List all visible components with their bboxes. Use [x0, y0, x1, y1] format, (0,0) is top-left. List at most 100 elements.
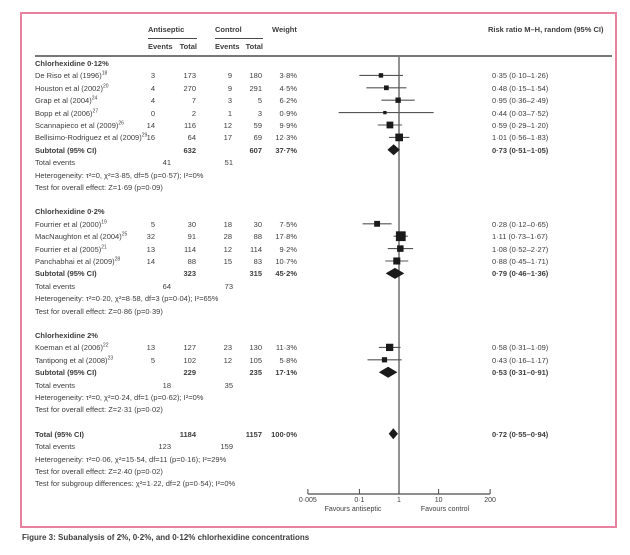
control-total: 59 [253, 121, 262, 130]
control-total: 69 [253, 133, 262, 143]
risk-ratio-text: 0·95 (0·36–2·49) [492, 96, 549, 106]
effect-square [397, 245, 404, 252]
weight-value: 17·8% [275, 232, 297, 242]
group-header-row: Chlorhexidine 2% [0, 331, 630, 342]
study-label: Koeman et al (2006)22 [35, 342, 109, 353]
subtotal-risk-ratio-text: 0·53 (0·31–0·91) [492, 368, 549, 378]
figure-caption: Figure 3: Subanalysis of 2%, 0·2%, and 0… [22, 533, 310, 542]
subtotal-diamond [385, 267, 405, 279]
study-label: Panchabhai et al (2009)28 [35, 256, 121, 266]
effect-square [385, 343, 394, 352]
weight-value: 0·9% [279, 108, 297, 118]
subtotal-row: Subtotal (95% CI) 632 607 37·7% 0·73 (0·51–1… [0, 146, 630, 157]
antiseptic-total: 88 [187, 257, 196, 266]
antiseptic-column-header: Antiseptic [148, 25, 185, 34]
effect-square [384, 85, 389, 91]
control-total: 105 [249, 355, 262, 365]
total-events-label: Total events [35, 281, 76, 291]
total-events-antiseptic: 123 [158, 442, 171, 452]
total-events-row: Total events 123 159 [0, 442, 630, 453]
overall-effect-row: Test for overall effect: Z=2·40 (p=0·02) [0, 467, 630, 478]
total-events-row: Total events 64 73 [0, 282, 630, 293]
risk-ratio-column-header: Risk ratio M–H, random (95% CI) [488, 25, 604, 34]
control-total: 3 [257, 108, 262, 118]
weight-value: 6·2% [279, 96, 297, 106]
antiseptic-events: 5 [150, 355, 155, 365]
effect-square [395, 231, 406, 242]
total-events-control: 159 [220, 442, 233, 452]
axis-tick-label: 200 [484, 497, 496, 504]
antiseptic-total: 127 [183, 343, 196, 353]
heterogeneity-text: Heterogeneity: τ²=0·06, χ²=15·54, df=11 … [35, 454, 227, 464]
study-label: Bellisimo-Rodriguez et al (2009)29 [35, 132, 148, 143]
study-row: Grap et al (2004)24 4 7 3 5 6·2% 0·95 (0·36–2·… [0, 96, 630, 107]
antiseptic-events: 5 [150, 219, 155, 229]
antiseptic-events: 32 [146, 232, 155, 242]
control-column-header: Control [215, 25, 242, 34]
overall-effect-text: Test for overall effect: Z=0·86 (p=0·39) [35, 306, 163, 316]
control-total: 83 [253, 257, 262, 266]
subtotal-diamond [378, 366, 398, 378]
subtotal-weight: 45·2% [275, 269, 297, 279]
antiseptic-total: 64 [187, 133, 196, 143]
control-events: 9 [227, 71, 232, 81]
risk-ratio-text: 0·58 (0·31–1·09) [492, 343, 549, 353]
effect-square [383, 110, 387, 115]
total-events-label: Total events [35, 158, 76, 168]
control-events: 28 [223, 232, 232, 242]
risk-ratio-text: 0·59 (0·29–1·20) [492, 121, 549, 130]
study-label: Scannapieco et al (2009)26 [35, 120, 124, 130]
total-label: Total (95% CI) [35, 429, 85, 439]
antiseptic-total: 173 [183, 71, 196, 81]
effect-square [374, 220, 381, 227]
risk-ratio-text: 0·48 (0·15–1·54) [492, 83, 549, 93]
total-events-control: 35 [224, 380, 233, 390]
subtotal-antiseptic-total: 229 [183, 368, 196, 378]
study-row: Koeman et al (2006)22 13 127 23 130 11·3% 0·58… [0, 343, 630, 354]
antiseptic-events: 14 [146, 121, 155, 130]
control-total: 291 [249, 83, 262, 93]
subtotal-diamond [387, 144, 400, 156]
figure-border [20, 12, 617, 528]
antiseptic-total: 102 [183, 355, 196, 365]
antiseptic-events-header: Events [148, 42, 173, 51]
study-label: MacNaughton et al (2004)25 [35, 231, 128, 242]
risk-ratio-text: 0·28 (0·12–0·65) [492, 219, 549, 229]
effect-square [378, 73, 384, 78]
control-total: 180 [249, 71, 262, 81]
antiseptic-total-header: Total [179, 42, 197, 51]
group-header-row: Chlorhexidine 0·12% [0, 59, 630, 70]
antiseptic-total: 91 [187, 232, 196, 242]
antiseptic-events: 0 [150, 108, 155, 118]
reference-superscript: 21 [101, 244, 107, 251]
antiseptic-events: 13 [146, 343, 155, 353]
subgroup-differences-text: Test for subgroup differences: χ²=1·22, … [35, 479, 236, 489]
study-row: Bellisimo-Rodriguez et al (2009)29 16 64 17… [0, 133, 630, 144]
total-events-antiseptic: 41 [162, 158, 171, 168]
study-row: Panchabhai et al (2009)28 14 88 15 83 10·7% 0·… [0, 257, 630, 268]
subtotal-antiseptic-total: 632 [183, 145, 196, 155]
overall-effect-row: Test for overall effect: Z=2·31 (p=0·02) [0, 405, 630, 416]
total-diamond [388, 428, 398, 440]
study-row: Fourrier et al (2005)21 13 114 12 114 9·2% 1·0… [0, 245, 630, 256]
antiseptic-total: 116 [184, 121, 196, 130]
total-events-antiseptic: 64 [162, 281, 171, 291]
reference-superscript: 18 [101, 70, 108, 77]
risk-ratio-text: 1·11 (0·73–1·67) [492, 232, 548, 242]
reference-superscript: 26 [118, 120, 124, 127]
total-weight: 100·0% [271, 429, 297, 439]
subtotal-weight: 37·7% [275, 145, 297, 155]
group-label: Chlorhexidine 0·2% [35, 207, 105, 217]
weight-column-header: Weight [272, 25, 297, 34]
control-events: 17 [223, 133, 232, 143]
subtotal-row: Subtotal (95% CI) 323 315 45·2% 0·79 (0·46–1… [0, 269, 630, 280]
group-header-row: Chlorhexidine 0·2% [0, 207, 630, 218]
reference-superscript: 25 [121, 231, 128, 238]
antiseptic-total: 114 [184, 244, 196, 254]
antiseptic-events: 16 [146, 133, 155, 143]
study-row: Houston et al (2002)20 4 270 9 291 4·5% 0·48 (… [0, 84, 630, 95]
total-events-control: 73 [224, 281, 233, 291]
control-total: 5 [257, 96, 262, 106]
subtotal-label: Subtotal (95% CI) [35, 368, 97, 378]
